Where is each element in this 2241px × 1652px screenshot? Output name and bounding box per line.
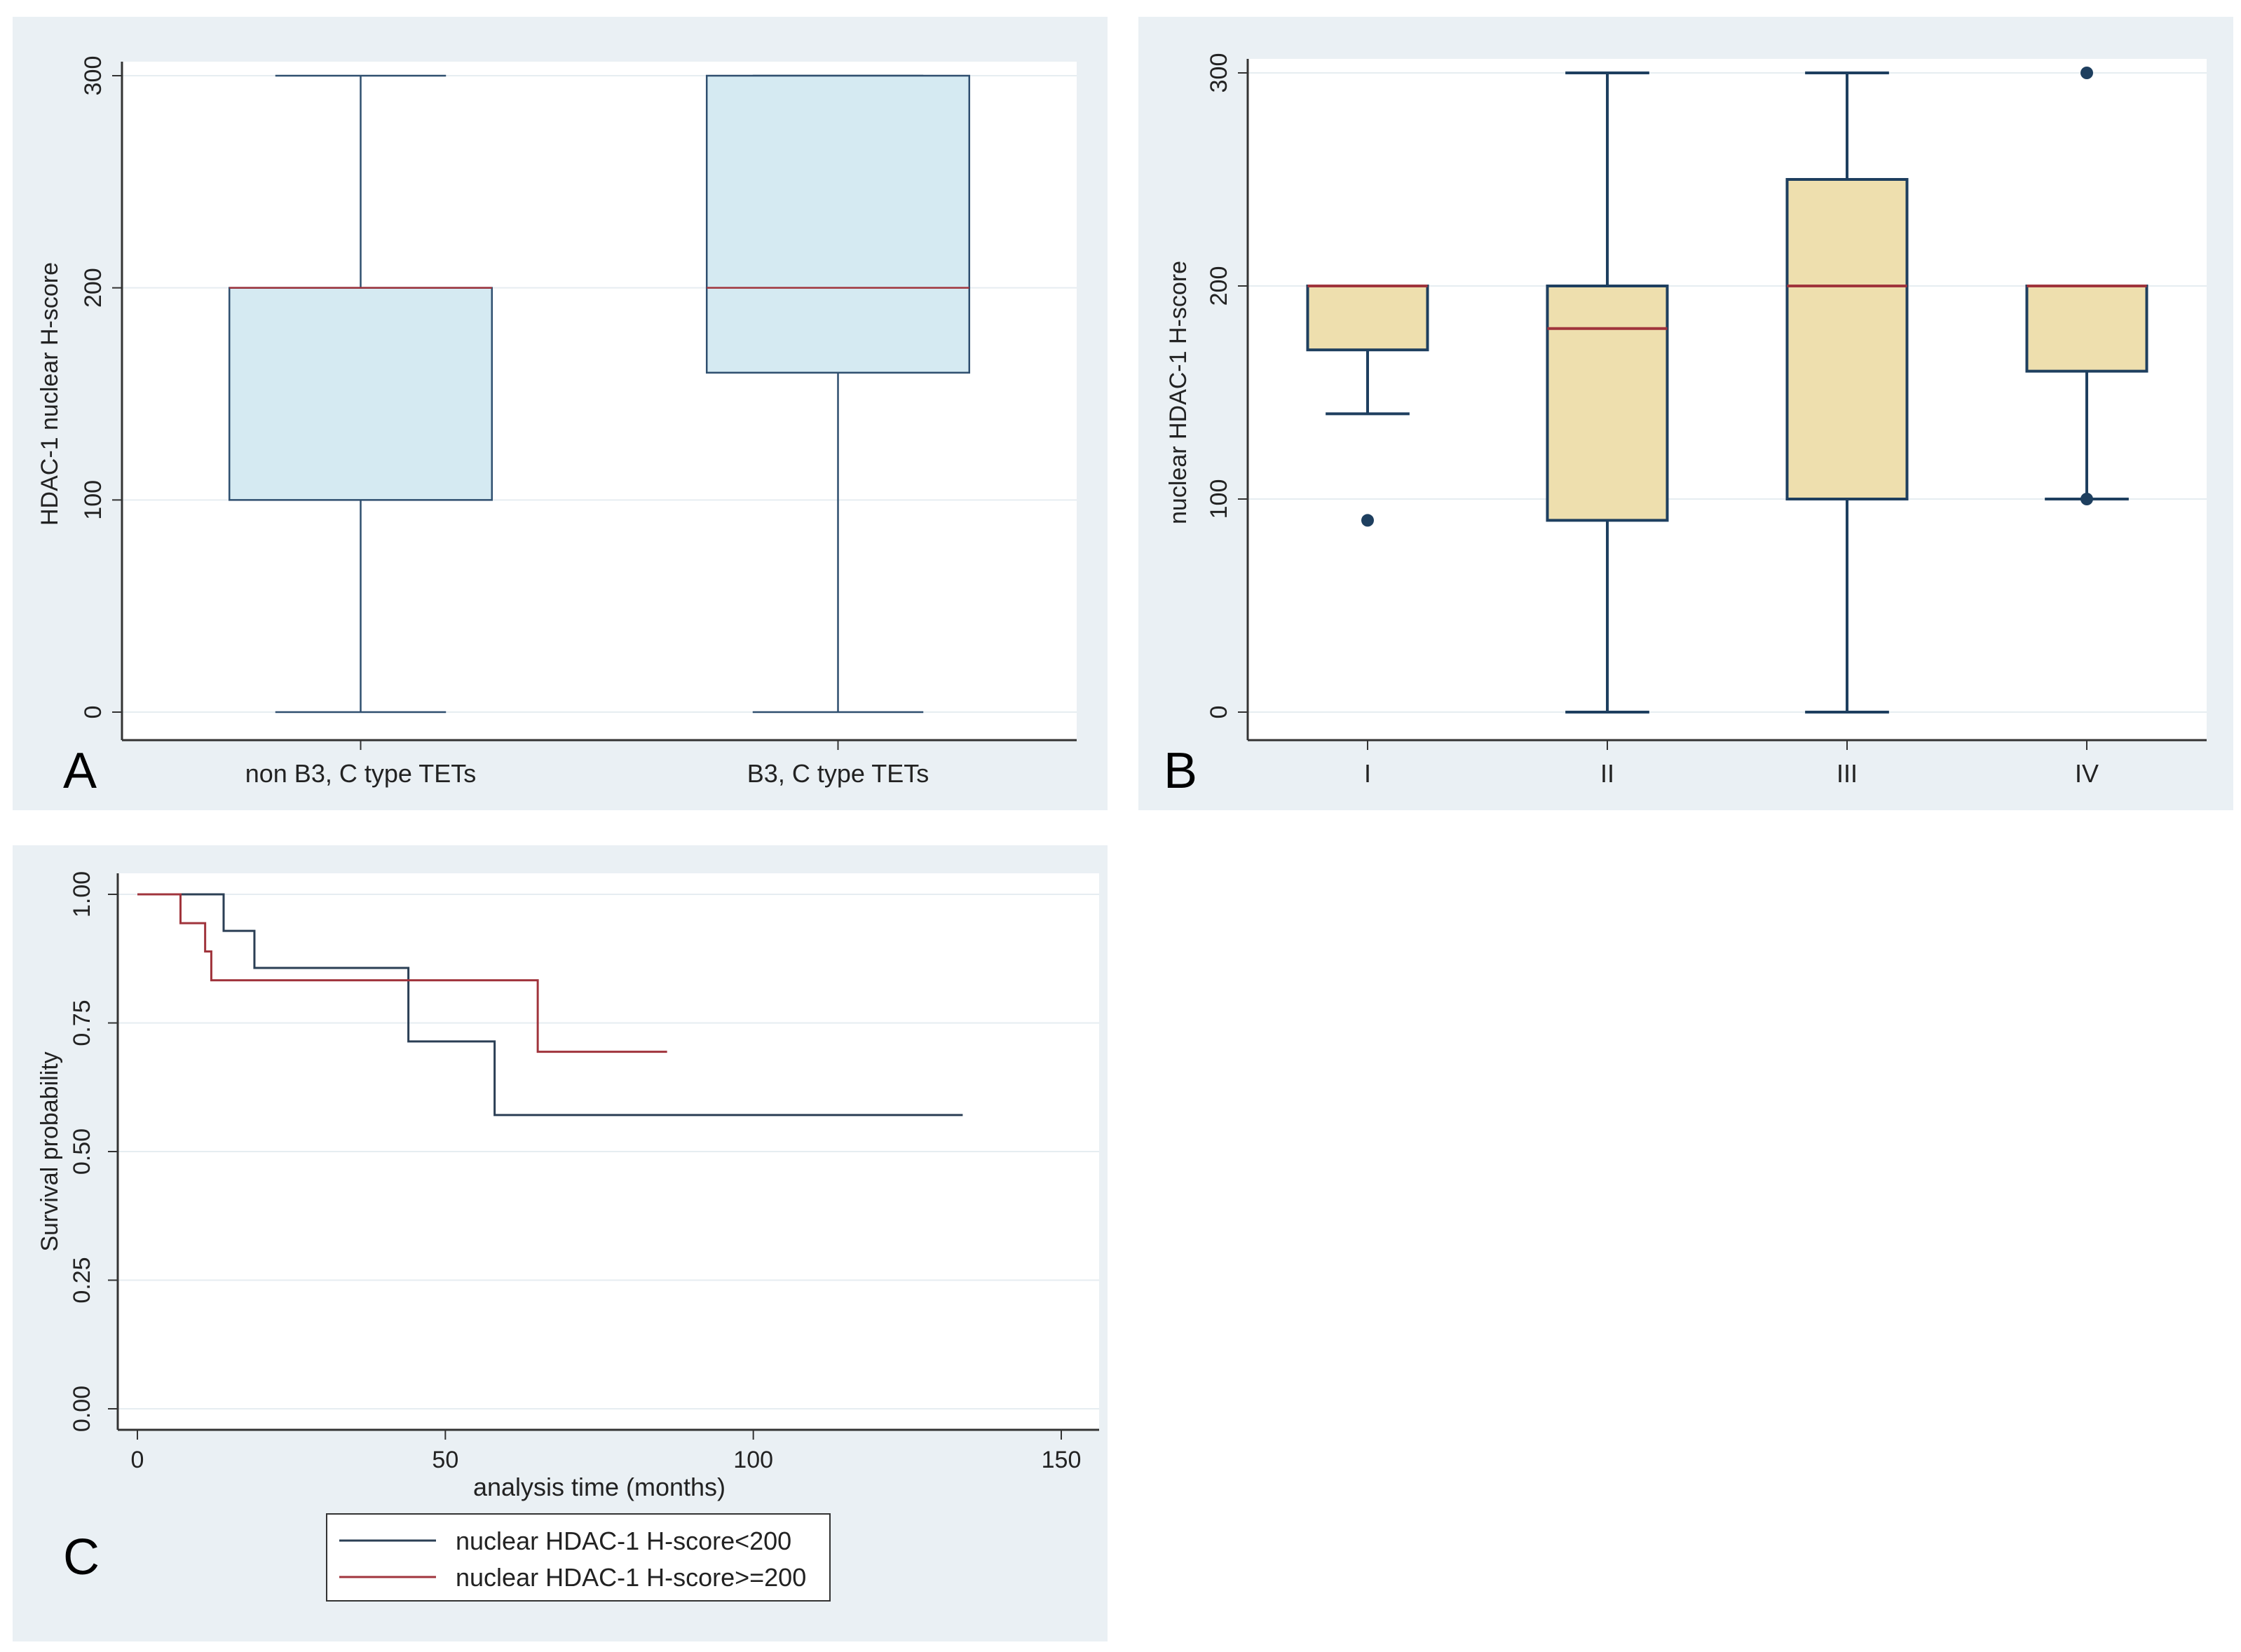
box-b-y-tick-label: 0 (1206, 706, 1232, 719)
panel-letter-a: A (63, 743, 97, 799)
box-b-outlier-point (2080, 67, 2093, 79)
km-x-axis-title: analysis time (months) (473, 1473, 726, 1501)
panel-b-boxplot: 0 100 200 300 nuclear HDAC-1 H-score I II III IV… (1138, 17, 2233, 810)
km-x-tick-label: 100 (733, 1447, 773, 1473)
km-y-tick-label: 0.25 (69, 1257, 95, 1303)
panel-letter-c: C (63, 1529, 100, 1585)
panel-a-boxplot: 0 100 200 300 HDAC-1 nuclear H-score non B3, … (13, 17, 1108, 810)
km-x-tick-label: 50 (432, 1447, 458, 1473)
box-b-box (1306, 285, 1429, 352)
box-a-y-axis-title: HDAC-1 nuclear H-score (36, 262, 63, 526)
km-y-tick-label: 0.00 (69, 1386, 95, 1432)
box-b-outlier-point (2080, 493, 2093, 505)
km-y-axis-title: Survival probability (36, 1051, 63, 1251)
boxplot-a-svg: 0 100 200 300 HDAC-1 nuclear H-score non B3, … (36, 56, 1077, 788)
km-legend-label-2: nuclear HDAC-1 H-score>=200 (456, 1563, 806, 1592)
box-b-y-tick-label: 200 (1206, 266, 1232, 306)
km-y-tick-label: 0.50 (69, 1128, 95, 1175)
panel-c-survival: 0.00 0.25 0.50 0.75 1.00 0 50 100 150 Survival pr… (13, 845, 1108, 1641)
panel-letter-b: B (1164, 743, 1198, 799)
km-legend-label-1: nuclear HDAC-1 H-score<200 (456, 1527, 791, 1555)
box-b-outlier-point (1361, 514, 1374, 527)
box-b-box (1546, 285, 1669, 522)
box-b-box (1785, 178, 1909, 500)
box-a-box (705, 74, 971, 374)
box-a-x-tick-label: non B3, C type TETs (245, 759, 477, 788)
km-legend-box (326, 1513, 831, 1602)
box-a-y-tick-label: 100 (80, 480, 107, 520)
km-x-tick-label: 0 (131, 1447, 144, 1473)
box-b-y-tick-label: 100 (1206, 479, 1232, 519)
box-b-y-tick-label: 300 (1206, 53, 1232, 93)
box-b-box (2025, 285, 2148, 373)
survival-c-svg: 0.00 0.25 0.50 0.75 1.00 0 50 100 150 Survival pr… (36, 871, 1099, 1602)
box-a-x-tick-label: B3, C type TETs (747, 759, 929, 788)
box-a-box (228, 287, 493, 501)
box-b-y-axis-title: nuclear HDAC-1 H-score (1165, 261, 1192, 524)
km-x-tick-label: 150 (1042, 1447, 1082, 1473)
box-a-y-tick-label: 300 (80, 56, 107, 96)
box-b-plot-area (1248, 59, 2207, 740)
box-b-x-tick-label: III (1837, 759, 1858, 788)
km-survival-curve-1 (137, 893, 963, 1117)
box-b-x-tick-label: I (1364, 759, 1371, 788)
box-a-y-tick-label: 200 (80, 268, 107, 308)
box-b-x-tick-label: IV (2075, 759, 2099, 788)
km-y-tick-label: 0.75 (69, 999, 95, 1046)
box-b-x-tick-label: II (1600, 759, 1614, 788)
km-survival-curve-2 (137, 893, 667, 1053)
km-y-tick-label: 1.00 (69, 871, 95, 917)
box-a-y-tick-label: 0 (80, 706, 107, 719)
